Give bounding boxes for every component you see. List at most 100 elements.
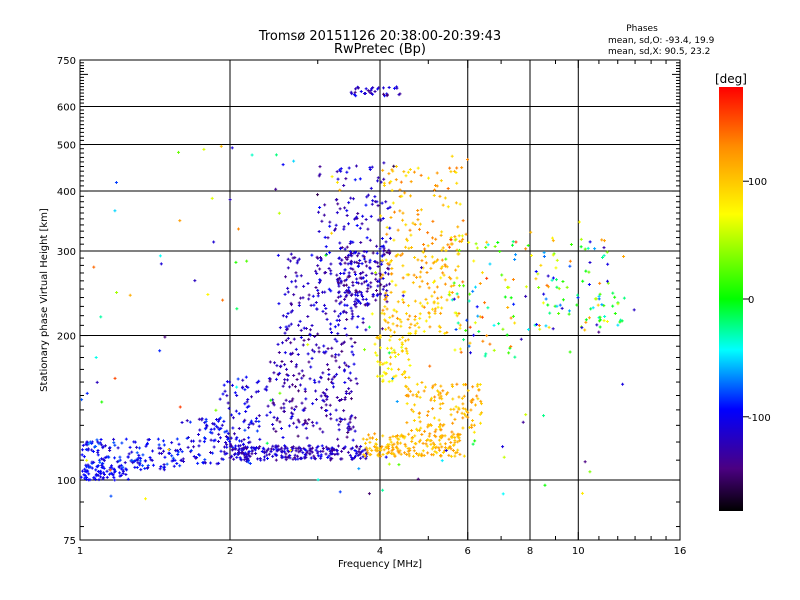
data-point xyxy=(209,461,213,465)
data-point xyxy=(310,253,314,257)
data-point xyxy=(306,281,310,285)
data-point xyxy=(381,217,385,221)
data-point xyxy=(90,460,94,464)
data-point xyxy=(457,436,461,440)
data-point xyxy=(300,456,304,460)
data-point xyxy=(343,261,347,265)
data-point xyxy=(417,440,421,444)
data-point xyxy=(163,465,167,469)
data-point xyxy=(246,385,250,389)
data-point xyxy=(414,393,418,397)
data-point xyxy=(321,447,325,450)
data-point xyxy=(401,290,405,294)
data-point xyxy=(544,324,548,328)
data-point xyxy=(314,389,318,393)
data-point xyxy=(413,318,417,322)
data-point xyxy=(439,179,443,183)
data-point xyxy=(388,362,392,366)
data-point xyxy=(457,284,461,288)
data-point xyxy=(456,264,460,268)
data-point xyxy=(374,448,378,452)
data-point xyxy=(353,416,357,420)
data-point xyxy=(422,329,426,333)
data-point xyxy=(335,418,339,422)
data-point xyxy=(281,163,285,167)
data-point xyxy=(440,459,444,463)
data-point xyxy=(401,218,405,222)
data-point xyxy=(292,159,296,163)
data-point xyxy=(373,432,377,436)
data-point xyxy=(338,416,342,420)
data-point xyxy=(345,435,349,439)
data-point xyxy=(374,289,378,293)
data-point xyxy=(456,448,460,452)
data-point xyxy=(335,395,339,399)
data-point xyxy=(212,439,216,443)
data-point xyxy=(136,458,140,462)
data-point xyxy=(262,458,266,462)
data-point xyxy=(241,448,245,452)
data-point xyxy=(301,451,305,455)
data-point xyxy=(561,280,565,284)
data-point xyxy=(305,422,309,426)
data-point xyxy=(340,457,344,461)
data-point xyxy=(379,276,383,280)
data-point xyxy=(458,452,462,456)
data-point xyxy=(534,277,538,281)
data-point xyxy=(440,445,444,449)
data-point xyxy=(431,384,435,388)
data-point xyxy=(265,385,269,389)
data-point xyxy=(343,247,347,251)
data-point xyxy=(289,322,293,326)
data-point xyxy=(306,343,310,347)
data-point xyxy=(417,415,421,419)
data-point xyxy=(371,436,375,440)
data-point xyxy=(101,446,105,450)
data-point xyxy=(438,406,442,410)
data-point xyxy=(340,245,344,249)
data-point xyxy=(382,177,386,181)
data-point xyxy=(355,281,359,285)
data-point xyxy=(204,419,208,423)
data-point xyxy=(439,384,443,388)
data-point xyxy=(456,440,460,444)
data-point xyxy=(337,277,341,281)
data-point xyxy=(483,301,487,305)
data-point xyxy=(265,457,269,461)
data-point xyxy=(357,264,361,268)
data-point xyxy=(112,441,116,445)
data-point xyxy=(419,426,423,430)
data-point xyxy=(457,234,461,238)
data-point xyxy=(230,413,234,417)
data-point xyxy=(223,389,227,393)
data-point xyxy=(597,294,601,298)
data-point xyxy=(430,294,434,298)
data-point xyxy=(329,269,333,273)
data-point xyxy=(386,321,390,325)
data-point xyxy=(439,453,443,457)
data-point xyxy=(124,437,128,441)
data-point xyxy=(302,374,306,378)
data-point xyxy=(218,397,222,401)
data-point xyxy=(102,473,106,477)
data-point xyxy=(343,297,347,301)
data-point xyxy=(319,376,323,380)
data-point xyxy=(338,302,342,306)
data-point xyxy=(350,456,354,460)
data-point xyxy=(386,272,390,276)
data-point xyxy=(228,439,232,443)
data-point xyxy=(176,453,180,457)
data-point xyxy=(353,251,357,255)
data-point xyxy=(386,443,390,447)
data-point xyxy=(336,444,340,448)
data-point xyxy=(473,321,477,325)
data-point xyxy=(243,402,247,406)
data-point xyxy=(374,442,378,446)
data-point xyxy=(328,403,332,407)
data-point xyxy=(118,458,122,462)
data-point xyxy=(598,281,602,285)
data-point xyxy=(349,447,353,451)
data-point xyxy=(493,244,497,248)
data-point xyxy=(555,304,559,308)
data-point xyxy=(342,271,346,275)
